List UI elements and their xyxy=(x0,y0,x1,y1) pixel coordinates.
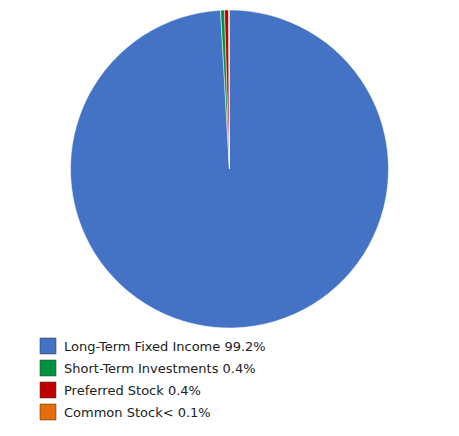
legend-label: Short-Term Investments 0.4% xyxy=(64,361,256,376)
pie-slice xyxy=(225,10,230,169)
legend-swatch xyxy=(40,404,56,420)
legend-swatch xyxy=(40,360,56,376)
legend-label: Preferred Stock 0.4% xyxy=(64,383,201,398)
pie-slice xyxy=(228,10,230,169)
legend-label: Common Stock< 0.1% xyxy=(64,405,211,420)
pie-slice xyxy=(221,10,230,169)
pie-chart: Long-Term Fixed Income 99.2% Short-Term I… xyxy=(0,0,459,436)
legend-swatch xyxy=(40,382,56,398)
legend-swatch xyxy=(40,338,56,354)
legend: Long-Term Fixed Income 99.2% Short-Term I… xyxy=(40,338,266,420)
chart-container: Long-Term Fixed Income 99.2% Short-Term I… xyxy=(0,0,459,436)
legend-label: Long-Term Fixed Income 99.2% xyxy=(64,339,266,354)
pie-slice xyxy=(71,10,389,328)
slices xyxy=(71,10,389,328)
